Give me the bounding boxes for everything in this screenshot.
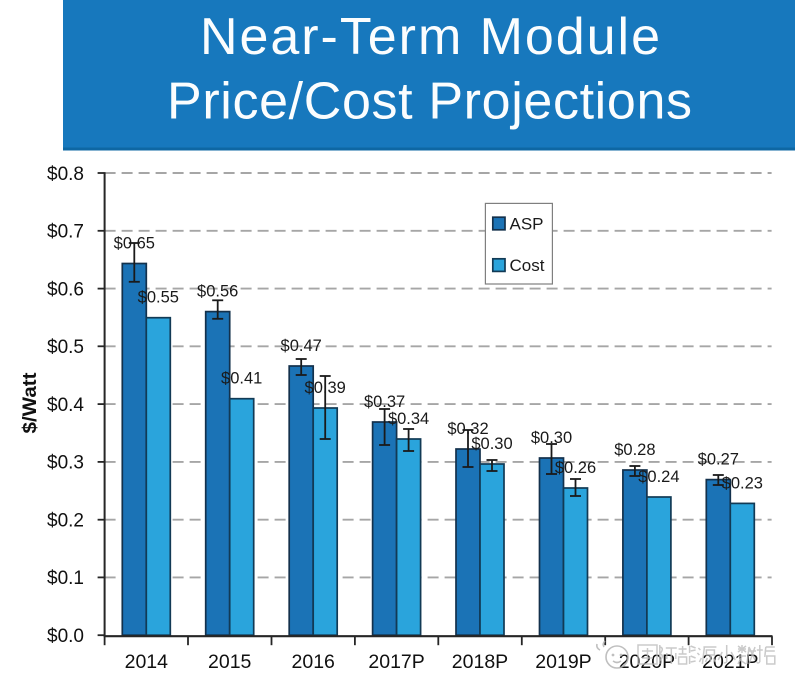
svg-text:2017P: 2017P — [368, 651, 424, 673]
svg-text:$0.3: $0.3 — [47, 453, 84, 474]
svg-text:$0.0: $0.0 — [47, 626, 84, 647]
svg-text:$0.28: $0.28 — [614, 441, 655, 459]
svg-text:$0.65: $0.65 — [114, 235, 155, 253]
svg-text:$0.34: $0.34 — [388, 410, 429, 428]
svg-text:$0.1: $0.1 — [47, 568, 84, 589]
svg-text:$0.8: $0.8 — [47, 164, 84, 185]
svg-text:$0.26: $0.26 — [555, 459, 596, 477]
svg-text:$0.27: $0.27 — [698, 451, 739, 469]
svg-text:$0.32: $0.32 — [447, 420, 488, 438]
svg-text:Cost: Cost — [510, 256, 545, 275]
svg-text:$0.24: $0.24 — [638, 468, 679, 486]
svg-text:$0.4: $0.4 — [47, 395, 84, 416]
svg-text:2019P: 2019P — [535, 651, 591, 673]
svg-text:$0.6: $0.6 — [47, 279, 84, 300]
svg-text:$0.37: $0.37 — [364, 393, 405, 411]
svg-text:$/Watt: $/Watt — [19, 372, 41, 434]
svg-text:2020P: 2020P — [619, 651, 675, 673]
svg-text:2014: 2014 — [125, 651, 169, 673]
svg-text:$0.56: $0.56 — [197, 283, 238, 301]
svg-text:$0.39: $0.39 — [305, 379, 346, 397]
svg-text:$0.7: $0.7 — [47, 222, 84, 243]
svg-text:Price/Cost Projections: Price/Cost Projections — [167, 73, 692, 131]
svg-text:2015: 2015 — [208, 651, 252, 673]
svg-text:Near-Term Module: Near-Term Module — [200, 8, 660, 66]
svg-text:$0.5: $0.5 — [47, 337, 84, 358]
svg-text:$0.2: $0.2 — [47, 511, 84, 532]
svg-text:$0.41: $0.41 — [221, 370, 262, 388]
svg-text:2016: 2016 — [292, 651, 335, 673]
svg-text:$0.30: $0.30 — [471, 435, 512, 453]
svg-text:$0.30: $0.30 — [531, 429, 572, 447]
svg-text:$0.55: $0.55 — [138, 289, 179, 307]
svg-text:$0.23: $0.23 — [722, 474, 763, 492]
svg-text:ASP: ASP — [510, 215, 544, 234]
svg-text:$0.47: $0.47 — [281, 337, 322, 355]
svg-text:2018P: 2018P — [452, 651, 508, 673]
